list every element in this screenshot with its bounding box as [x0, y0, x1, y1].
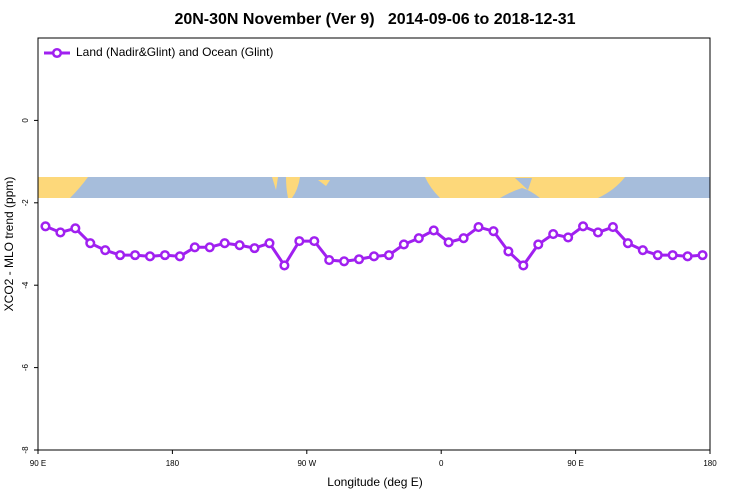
data-point — [130, 250, 141, 261]
plot-frame — [37, 37, 711, 451]
data-point — [473, 222, 484, 233]
y-tick-label: -6 — [21, 363, 30, 371]
x-tick-label: 90 W — [297, 459, 316, 468]
x-tick-label: 0 — [439, 459, 444, 468]
data-point — [488, 226, 499, 237]
y-tick-label: -4 — [21, 281, 30, 289]
data-point — [563, 232, 574, 243]
data-point — [324, 255, 335, 266]
data-point — [219, 238, 230, 249]
data-point — [174, 251, 185, 262]
data-point — [518, 260, 529, 271]
data-point — [458, 233, 469, 244]
data-point — [413, 233, 424, 244]
data-point — [548, 229, 559, 240]
data-point — [592, 227, 604, 238]
data-point — [607, 222, 618, 233]
data-point — [100, 245, 111, 256]
data-point — [503, 246, 514, 257]
data-point — [189, 242, 200, 253]
data-point — [294, 236, 305, 247]
data-point — [667, 250, 678, 261]
data-point — [309, 236, 320, 247]
data-point — [682, 251, 693, 262]
x-tick-label: 180 — [166, 459, 180, 468]
chart-title: 20N-30N November (Ver 9) 2014-09-06 to 2… — [174, 11, 575, 28]
y-tick-label: -8 — [21, 446, 30, 454]
legend-label: Land (Nadir&Glint) and Ocean (Glint) — [76, 45, 273, 59]
data-point — [533, 239, 544, 250]
data-point — [144, 251, 156, 262]
map-strip — [38, 177, 710, 198]
data-point — [622, 238, 633, 249]
data-point — [264, 238, 275, 249]
data-point — [70, 223, 81, 234]
legend-marker — [51, 47, 63, 59]
data-point — [578, 221, 589, 232]
data-point — [697, 250, 708, 261]
data-point — [383, 250, 394, 261]
data-point — [40, 221, 51, 232]
data-point — [85, 238, 96, 249]
data-point — [249, 243, 260, 254]
x-axis-label: Longitude (deg E) — [327, 475, 422, 489]
data-point — [354, 254, 365, 265]
data-point — [339, 256, 350, 267]
data-point — [637, 245, 648, 256]
y-tick-label: 0 — [21, 118, 30, 123]
x-tick-label: 90 E — [567, 459, 583, 468]
x-tick-label: 180 — [703, 459, 717, 468]
y-tick-label: -2 — [21, 199, 30, 207]
data-point — [443, 237, 454, 248]
data-point — [55, 227, 66, 238]
data-point — [368, 251, 380, 262]
data-point — [115, 250, 126, 261]
data-point — [234, 240, 245, 251]
data-point — [279, 260, 290, 271]
data-point — [398, 239, 409, 250]
data-point — [204, 242, 215, 253]
y-axis-label: XCO2 - MLO trend (ppm) — [2, 177, 16, 312]
data-point — [159, 250, 170, 261]
data-point — [428, 225, 439, 236]
x-tick-label: 90 E — [30, 459, 46, 468]
data-point — [652, 250, 663, 261]
